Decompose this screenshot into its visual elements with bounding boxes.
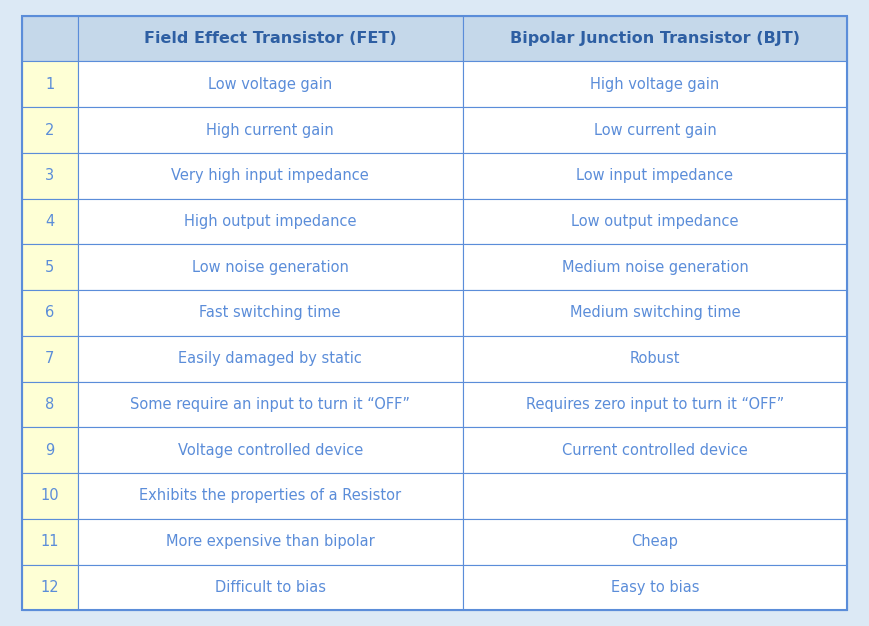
Bar [22,153,78,198]
Text: 4: 4 [45,214,55,229]
Text: Easily damaged by static: Easily damaged by static [178,351,362,366]
Bar [22,382,78,428]
Bar [22,428,78,473]
Text: 11: 11 [41,534,59,549]
Bar [78,16,462,61]
Text: Low noise generation: Low noise generation [192,260,348,275]
Bar [78,382,462,428]
Bar [22,61,78,107]
Bar [22,473,78,519]
Text: Some require an input to turn it “OFF”: Some require an input to turn it “OFF” [130,397,410,412]
Text: 5: 5 [45,260,55,275]
Text: Low input impedance: Low input impedance [576,168,733,183]
Bar [22,336,78,382]
Text: 6: 6 [45,305,55,321]
Text: Bipolar Junction Transistor (BJT): Bipolar Junction Transistor (BJT) [510,31,800,46]
Bar [462,473,847,519]
Text: More expensive than bipolar: More expensive than bipolar [166,534,375,549]
Text: 8: 8 [45,397,55,412]
Bar [78,473,462,519]
Bar [78,519,462,565]
Text: Low voltage gain: Low voltage gain [208,77,332,92]
Bar [462,16,847,61]
Text: Low output impedance: Low output impedance [571,214,739,229]
Bar [22,519,78,565]
Text: Very high input impedance: Very high input impedance [171,168,369,183]
Bar [78,107,462,153]
Bar [462,61,847,107]
Bar [78,61,462,107]
Text: 7: 7 [45,351,55,366]
Bar [22,290,78,336]
Bar [22,107,78,153]
Text: 12: 12 [41,580,59,595]
Text: Voltage controlled device: Voltage controlled device [177,443,363,458]
Text: Cheap: Cheap [632,534,679,549]
Text: Medium switching time: Medium switching time [569,305,740,321]
Text: Current controlled device: Current controlled device [562,443,748,458]
Text: Difficult to bias: Difficult to bias [215,580,326,595]
Text: 2: 2 [45,123,55,138]
Text: 9: 9 [45,443,55,458]
Bar [22,565,78,610]
Bar [462,290,847,336]
Text: Low current gain: Low current gain [594,123,716,138]
Text: 1: 1 [45,77,55,92]
Text: Medium noise generation: Medium noise generation [561,260,748,275]
Bar [78,428,462,473]
Bar [462,244,847,290]
Text: Easy to bias: Easy to bias [611,580,700,595]
Text: Exhibits the properties of a Resistor: Exhibits the properties of a Resistor [139,488,401,503]
Text: High output impedance: High output impedance [184,214,356,229]
Bar [462,107,847,153]
Bar [462,519,847,565]
Text: Requires zero input to turn it “OFF”: Requires zero input to turn it “OFF” [526,397,784,412]
Bar [462,336,847,382]
Bar [22,244,78,290]
Bar [462,428,847,473]
Bar [78,336,462,382]
Text: Field Effect Transistor (FET): Field Effect Transistor (FET) [144,31,396,46]
Text: Robust: Robust [630,351,680,366]
Text: High voltage gain: High voltage gain [590,77,720,92]
Bar [462,382,847,428]
Bar [78,565,462,610]
Text: Fast switching time: Fast switching time [200,305,341,321]
Text: 10: 10 [41,488,59,503]
Text: High current gain: High current gain [206,123,334,138]
Bar [78,153,462,198]
Bar [78,244,462,290]
Text: 3: 3 [45,168,55,183]
Bar [78,290,462,336]
Bar [462,153,847,198]
Bar [22,16,78,61]
Bar [462,565,847,610]
Bar [22,198,78,244]
Bar [462,198,847,244]
Bar [78,198,462,244]
